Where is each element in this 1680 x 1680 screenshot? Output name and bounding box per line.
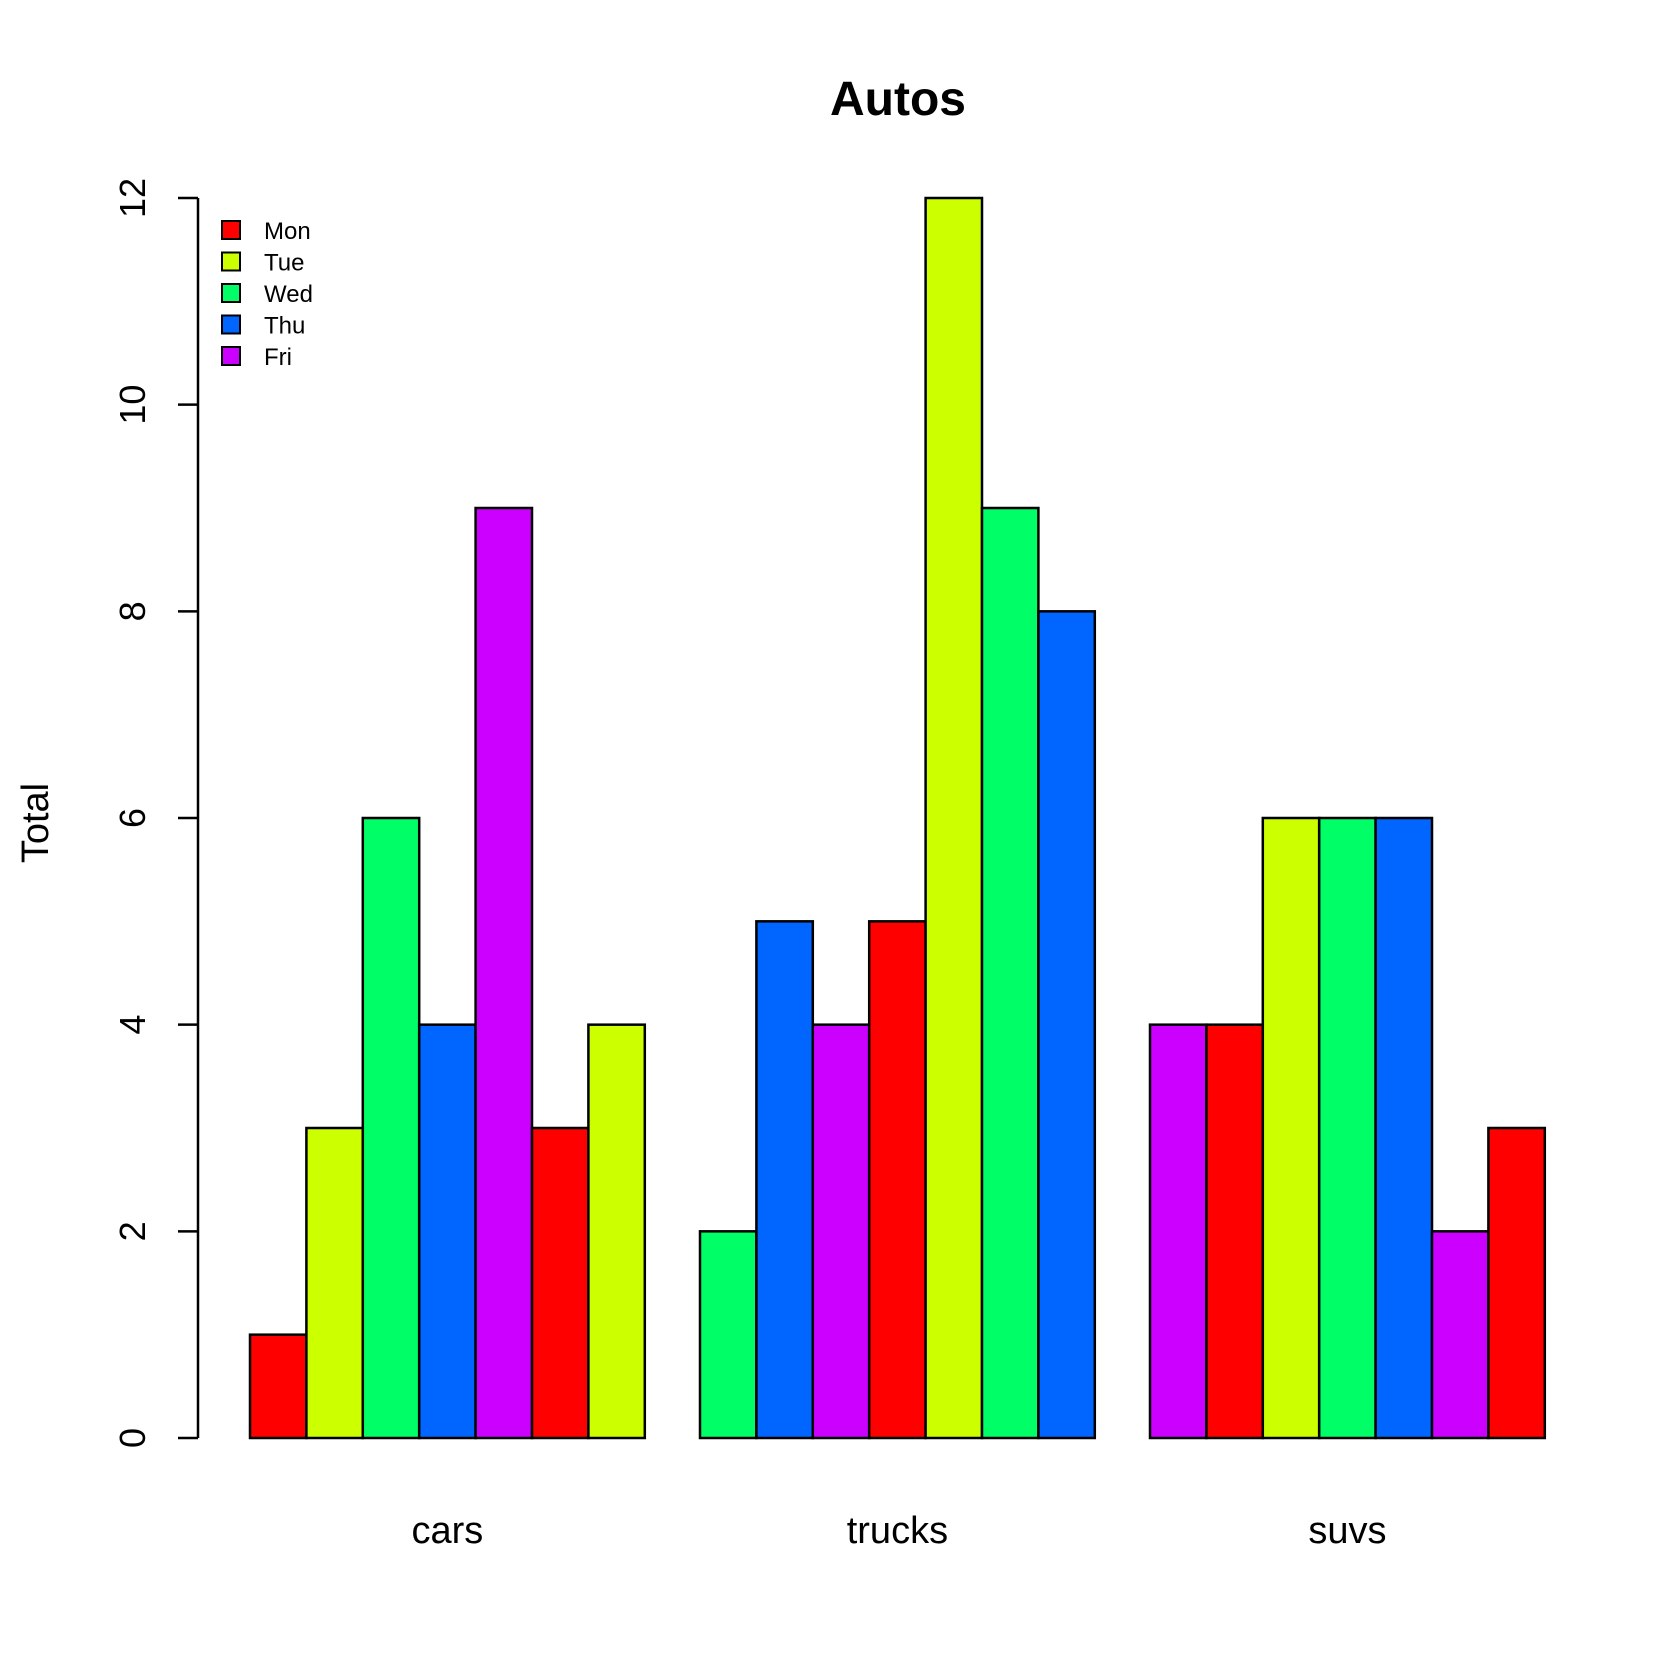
bar-suvs-7 (1487, 1126, 1547, 1440)
category-label: suvs (1308, 1510, 1386, 1552)
legend-label: Mon (264, 218, 311, 245)
bar-suvs-1 (1148, 1023, 1208, 1440)
bar-cars-2 (305, 1126, 365, 1440)
category-labels: cars trucks suvs (412, 1510, 1387, 1552)
bar-cars-6 (530, 1126, 590, 1440)
y-tick-label: 4 (112, 1015, 153, 1035)
y-tick-label: 2 (112, 1221, 153, 1241)
y-tick-label: 12 (112, 178, 153, 218)
y-axis-label: Total (15, 783, 57, 863)
bar-trucks-3 (811, 1023, 871, 1440)
bar-suvs-2 (1205, 1023, 1265, 1440)
legend-label: Fri (264, 344, 292, 371)
legend-swatch (221, 220, 241, 240)
y-tick-label: 6 (112, 808, 153, 828)
bar-trucks-4 (867, 920, 927, 1440)
bar-suvs-3 (1261, 816, 1321, 1440)
legend-swatch (221, 314, 241, 335)
bar-trucks-1 (698, 1230, 758, 1440)
category-label: cars (412, 1510, 484, 1552)
y-tick-label: 0 (112, 1428, 153, 1448)
y-tick-label: 10 (112, 385, 153, 425)
bar-trucks-5 (924, 196, 984, 1440)
bar-suvs-4 (1317, 816, 1377, 1440)
bar-cars-5 (474, 506, 534, 1440)
legend-label: Wed (264, 281, 313, 308)
bar-suvs-6 (1430, 1230, 1490, 1440)
bar-trucks-7 (1037, 610, 1097, 1440)
category-label: trucks (847, 1510, 948, 1552)
bar-suvs-5 (1374, 816, 1434, 1440)
legend-label: Tue (264, 250, 304, 277)
legend: Mon Tue Wed Thu Fri (221, 218, 313, 371)
bars (248, 196, 1547, 1440)
chart-title: Autos (830, 73, 966, 126)
legend-swatch (221, 283, 241, 303)
y-tick-label: 8 (112, 601, 153, 621)
bar-trucks-6 (980, 506, 1040, 1440)
bar-cars-1 (248, 1333, 308, 1440)
bar-cars-4 (417, 1023, 477, 1440)
y-axis: 0 2 4 6 8 10 12 (112, 178, 200, 1448)
bar-cars-7 (587, 1023, 647, 1440)
legend-swatch (221, 251, 241, 272)
bar-trucks-2 (755, 920, 815, 1440)
legend-label: Thu (264, 313, 305, 340)
legend-swatch (221, 346, 241, 366)
bar-cars-3 (361, 816, 421, 1440)
